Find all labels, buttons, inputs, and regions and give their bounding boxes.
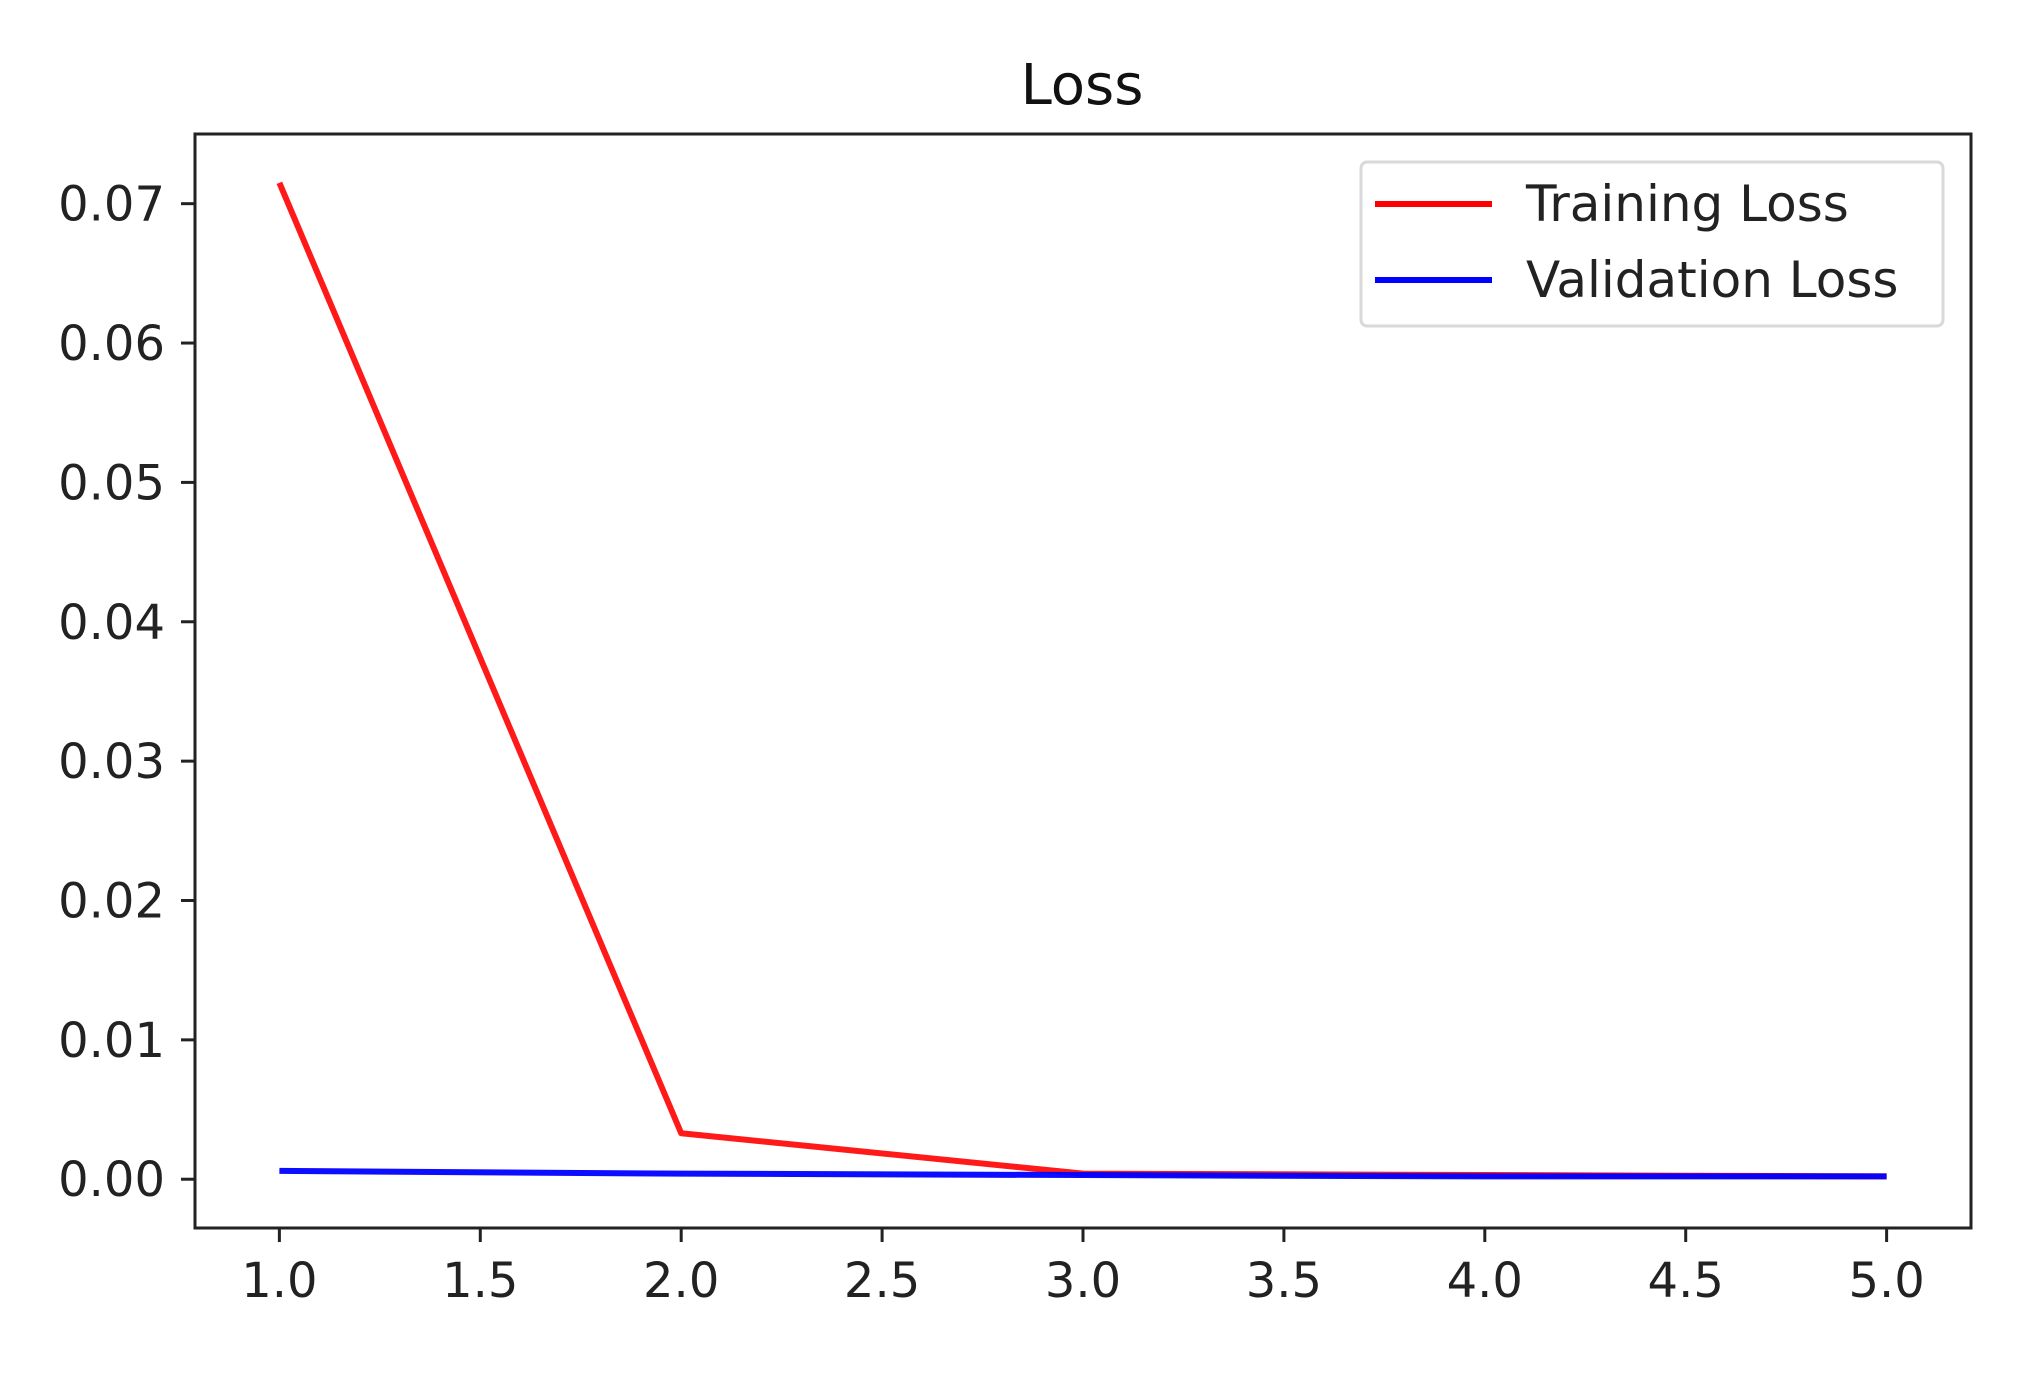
legend-box — [1359, 160, 1945, 328]
legend-label: Validation Loss — [1526, 251, 1898, 309]
y-tick-label: 0.00 — [58, 1152, 165, 1208]
legend-label: Training Loss — [1525, 175, 1849, 233]
x-tick-label: 4.0 — [1447, 1253, 1523, 1309]
x-tick-label: 2.0 — [643, 1253, 719, 1309]
x-tick-label: 4.5 — [1648, 1253, 1724, 1309]
y-tick-label: 0.07 — [58, 177, 165, 233]
series-line-training-loss — [276, 181, 1887, 1180]
x-tick-label: 1.5 — [442, 1253, 518, 1309]
legend: Training Loss Validation Loss — [1359, 160, 1945, 328]
y-tick-label: 0.02 — [58, 873, 165, 929]
chart-title: Loss — [1021, 53, 1144, 118]
x-tick-label: 3.0 — [1045, 1253, 1121, 1309]
y-tick-label: 0.06 — [58, 316, 165, 372]
y-tick-label: 0.05 — [58, 455, 165, 511]
y-tick-label: 0.04 — [58, 595, 165, 651]
y-tick-label: 0.03 — [58, 734, 165, 790]
x-tick-label: 1.0 — [241, 1253, 317, 1309]
plot-area — [276, 181, 1887, 1180]
x-tick-label: 5.0 — [1848, 1253, 1924, 1309]
x-tick-label: 2.5 — [844, 1253, 920, 1309]
y-tick-label: 0.01 — [58, 1013, 165, 1069]
x-tick-label: 3.5 — [1246, 1253, 1322, 1309]
